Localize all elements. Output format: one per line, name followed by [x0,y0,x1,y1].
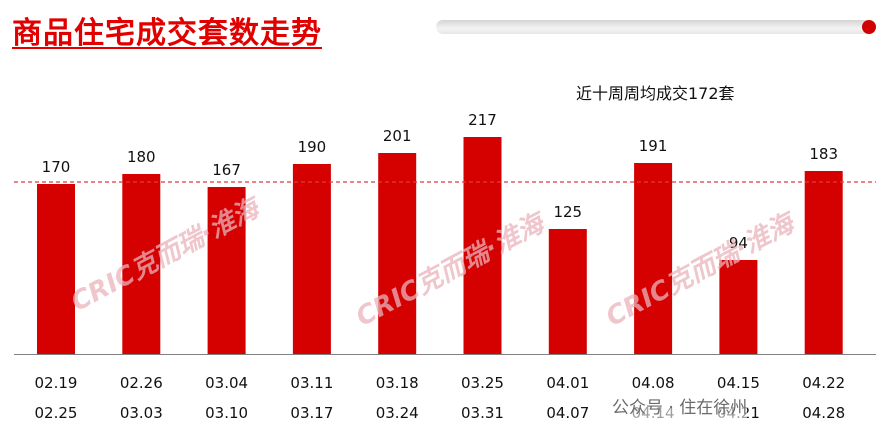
bar [122,174,161,354]
chart-title: 商品住宅成交套数走势 [12,16,322,51]
bar [634,163,673,354]
x-tick-label: 03.03 [120,404,163,422]
x-tick-label: 04.08 [632,374,675,392]
bar [804,171,843,354]
x-tick-label: 04.15 [717,374,760,392]
x-tick-label: 02.19 [35,374,78,392]
x-tick-label: 03.17 [290,404,333,422]
bar [548,229,587,354]
average-annotation: 近十周周均成交172套 [576,84,735,103]
x-tick-label: 03.18 [376,374,419,392]
footer-watermark: 公众号 · 住在徐州 [612,393,748,418]
x-tick-label: 03.11 [290,374,333,392]
x-tick-label: 04.22 [802,374,845,392]
bar [463,137,502,354]
data-label: 170 [42,158,71,176]
data-label: 94 [729,234,748,252]
data-label: 191 [639,137,668,155]
x-tick-label: 04.28 [802,404,845,422]
x-tick-label: 03.31 [461,404,504,422]
bar [292,164,331,354]
x-tick-label: 03.24 [376,404,419,422]
data-label: 190 [298,138,327,156]
bar [378,153,417,354]
data-label: 201 [383,127,412,145]
x-tick-label: 03.10 [205,404,248,422]
data-label: 183 [809,145,838,163]
x-tick-label: 03.04 [205,374,248,392]
x-tick-label: 04.01 [546,374,589,392]
bar [37,184,75,354]
data-label: 217 [468,111,497,129]
data-label: 167 [212,161,241,179]
bar [719,260,758,354]
header-decoration-bar [436,20,872,34]
x-tick-label: 02.26 [120,374,163,392]
x-tick-label: 04.07 [546,404,589,422]
header-decoration-accent [862,20,876,34]
x-tick-label: 03.25 [461,374,504,392]
x-tick-label: 02.25 [35,404,78,422]
data-label: 125 [553,203,582,221]
bar [207,187,246,354]
data-label: 180 [127,148,156,166]
